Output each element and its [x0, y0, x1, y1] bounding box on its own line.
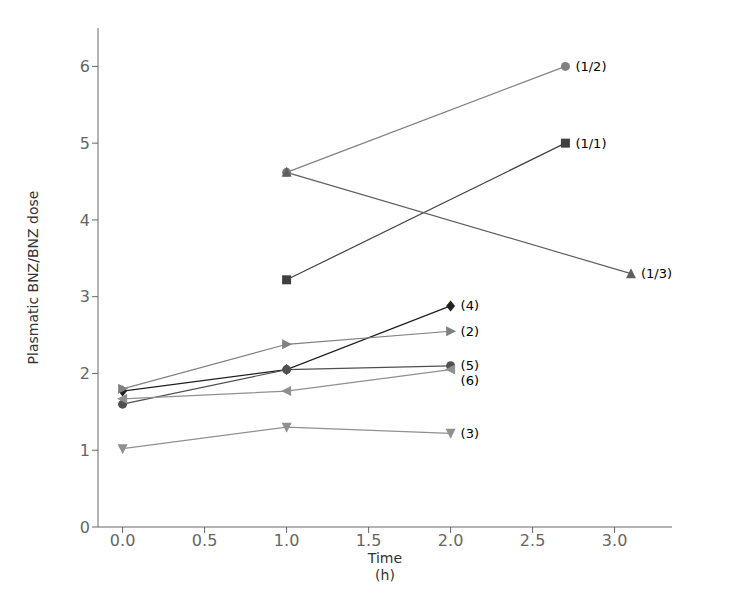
svg-text:1.0: 1.0 — [274, 531, 299, 550]
svg-text:6: 6 — [80, 57, 90, 76]
svg-text:(2): (2) — [461, 324, 479, 339]
svg-text:Plasmatic BNZ/BNZ dose: Plasmatic BNZ/BNZ dose — [25, 191, 41, 365]
svg-text:3.0: 3.0 — [602, 531, 627, 550]
svg-text:3: 3 — [80, 287, 90, 306]
svg-text:(1/2): (1/2) — [575, 59, 606, 74]
svg-text:(3): (3) — [461, 426, 479, 441]
svg-text:0: 0 — [80, 518, 90, 537]
svg-text:(5): (5) — [461, 358, 479, 373]
svg-text:4: 4 — [80, 211, 90, 230]
svg-text:1: 1 — [80, 441, 90, 460]
svg-text:(1/1): (1/1) — [575, 136, 606, 151]
svg-text:0.0: 0.0 — [110, 531, 135, 550]
svg-text:1.5: 1.5 — [356, 531, 381, 550]
svg-text:(1/3): (1/3) — [641, 266, 672, 281]
svg-text:(6): (6) — [461, 373, 479, 388]
svg-text:Time(h): Time(h) — [367, 550, 402, 583]
svg-text:2.5: 2.5 — [520, 531, 545, 550]
svg-text:(4): (4) — [461, 298, 479, 313]
svg-text:0.5: 0.5 — [192, 531, 217, 550]
svg-text:5: 5 — [80, 134, 90, 153]
svg-text:2: 2 — [80, 364, 90, 383]
svg-text:2.0: 2.0 — [438, 531, 463, 550]
